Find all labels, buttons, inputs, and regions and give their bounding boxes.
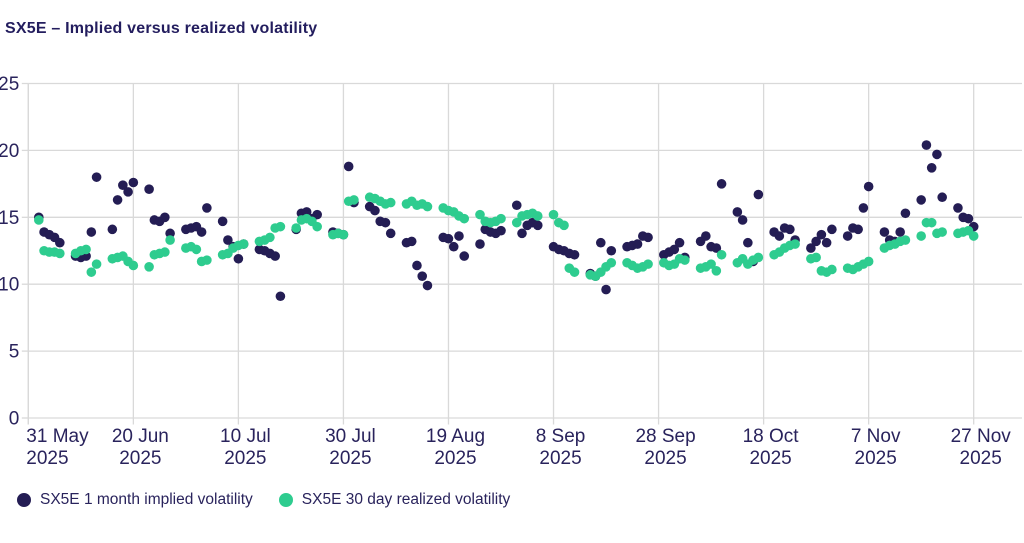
svg-text:15: 15 — [0, 208, 19, 229]
svg-text:10: 10 — [0, 275, 19, 296]
chart-legend: SX5E 1 month implied volatility SX5E 30 … — [17, 491, 510, 509]
svg-text:20: 20 — [0, 141, 19, 162]
chart-title: SX5E – Implied versus realized volatilit… — [5, 20, 318, 37]
legend-label-realized: SX5E 30 day realized volatility — [301, 491, 511, 508]
realized-series-marker-icon — [278, 493, 293, 507]
svg-text:5: 5 — [9, 342, 20, 363]
legend-label-implied: SX5E 1 month implied volatility — [40, 491, 253, 508]
legend-item-implied: SX5E 1 month implied volatility — [17, 491, 253, 509]
legend-item-realized: SX5E 30 day realized volatility — [278, 491, 511, 509]
svg-text:25: 25 — [0, 74, 19, 95]
svg-text:0: 0 — [9, 409, 20, 430]
implied-series-marker-icon — [17, 493, 31, 507]
